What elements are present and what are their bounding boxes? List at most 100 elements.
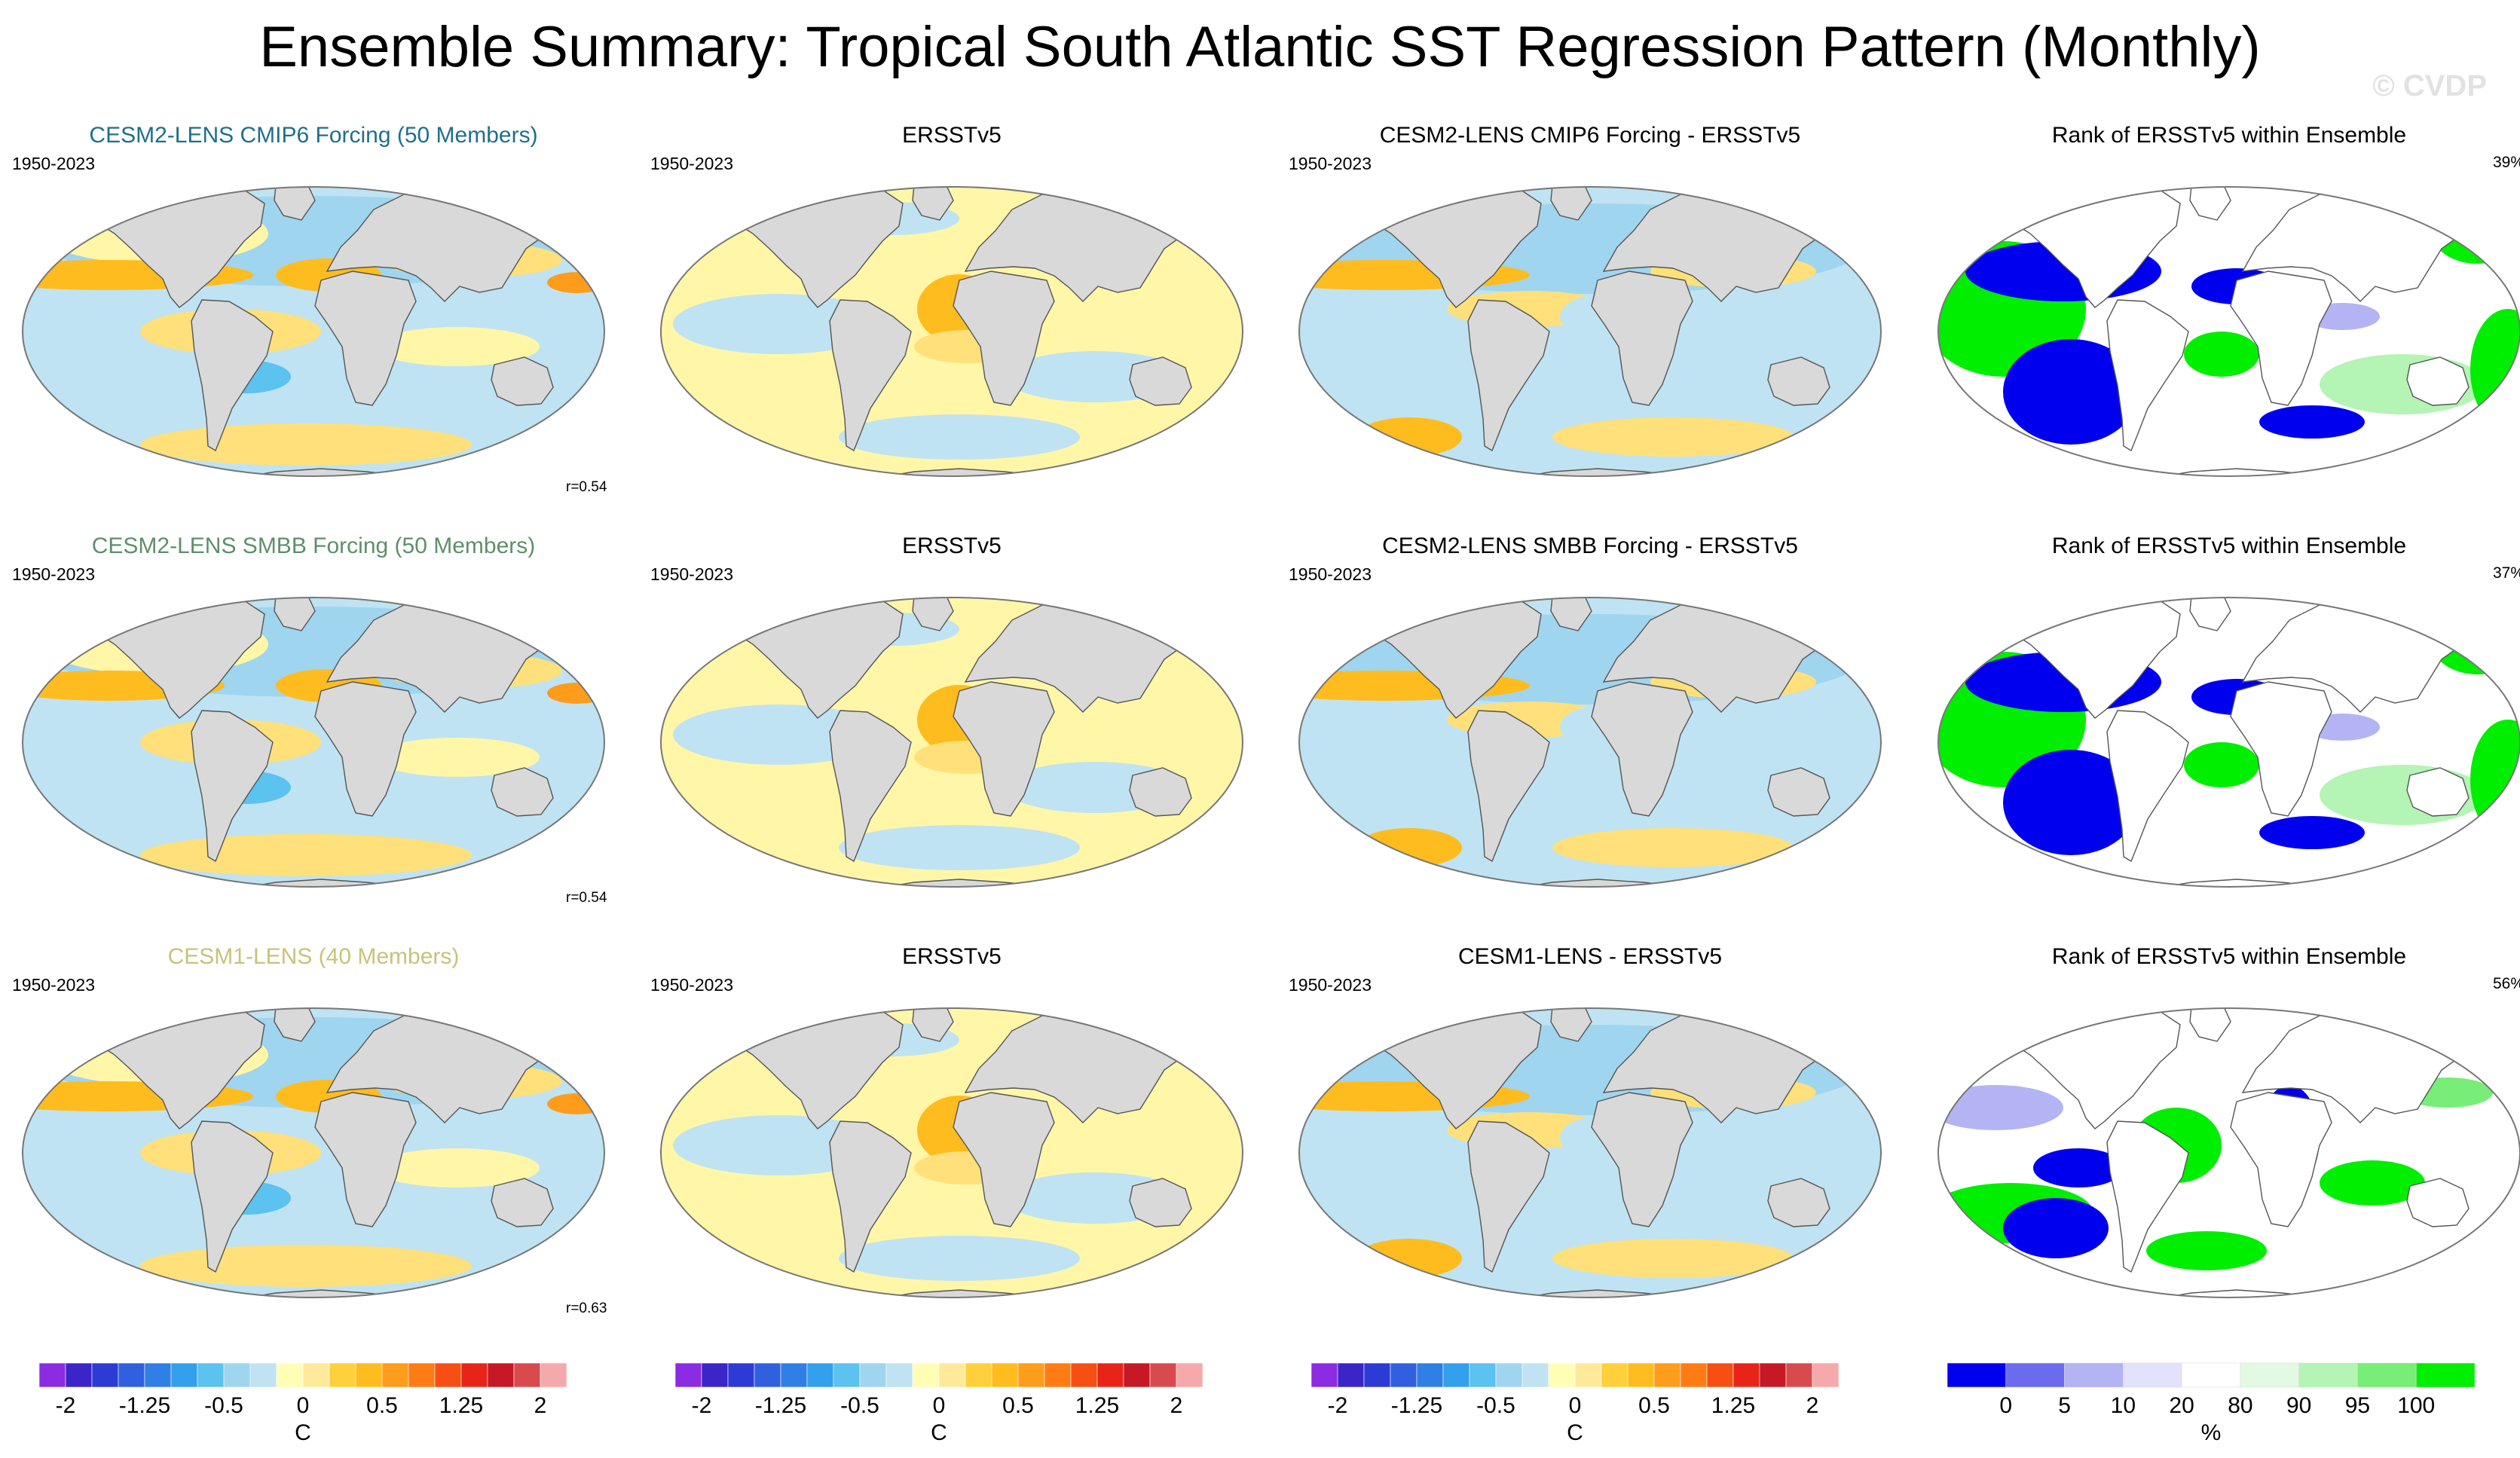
rank-percent-label: 39%: [2492, 154, 2520, 171]
anomaly-region: [2146, 1231, 2267, 1270]
land-australia: [1767, 356, 1830, 406]
period-label: 1950-2023: [1289, 975, 1372, 995]
colorbar-tick-label: 0.5: [1002, 1393, 1034, 1418]
colorbar-swatch: [1947, 1362, 2007, 1388]
land-africa: [314, 681, 417, 817]
period-label: 1950-2023: [1289, 564, 1372, 584]
colorbar-swatch: [1017, 1362, 1045, 1388]
anomaly-region: [374, 738, 540, 777]
colorbar-swatch: [727, 1362, 755, 1388]
anomaly-region: [1938, 1085, 2063, 1130]
anomaly-region: [1326, 777, 1507, 828]
land-africa: [2230, 681, 2332, 817]
colorbar-swatch: [1310, 1362, 1338, 1388]
land-africa: [2230, 1092, 2332, 1227]
period-label: 1950-2023: [12, 564, 95, 584]
map-border: [660, 1007, 1243, 1298]
colorbar-swatch: [754, 1362, 781, 1388]
anomaly-region: [839, 1236, 1080, 1281]
colorbar-swatch: [1469, 1362, 1497, 1388]
panel-title: ERSSTv5: [902, 533, 1002, 558]
panel-title: Rank of ERSSTv5 within Ensemble: [2051, 533, 2407, 558]
colorbar-unit-label: %: [2200, 1420, 2222, 1445]
land-south-america: [1467, 299, 1550, 452]
map-panel-r1-model: CESM2-LENS CMIP6 Forcing (50 Members) 195…: [5, 121, 622, 512]
colorbar-swatch: [197, 1362, 225, 1388]
colorbar-swatch: [1627, 1362, 1655, 1388]
colorbar-swatch: [1785, 1362, 1813, 1388]
colorbar-swatch: [144, 1362, 172, 1388]
colorbar-swatch: [1123, 1362, 1151, 1388]
sst-colorbar: -2 -1.25 -0.5 0 0.5 1.25 2 C: [1310, 1360, 1884, 1450]
land-greenland: [274, 598, 316, 631]
colorbar-swatch: [1495, 1362, 1523, 1388]
colorbar-tick-label: -1.25: [754, 1393, 807, 1418]
colorbar-swatch: [91, 1362, 119, 1388]
colorbar-swatch: [513, 1362, 541, 1388]
land-africa: [1591, 681, 1693, 817]
colorbar-tick-label: 1.25: [1711, 1393, 1756, 1418]
land-africa: [1591, 1092, 1693, 1227]
colorbar-swatch: [38, 1362, 66, 1388]
land-australia: [2406, 767, 2470, 817]
land-south-america: [191, 710, 274, 863]
colorbar-tick-label: 90: [2286, 1393, 2312, 1418]
colorbar-tick-label: 80: [2228, 1393, 2253, 1418]
anomaly-region: [2003, 750, 2139, 855]
land-antarctica: [2145, 468, 2328, 476]
pattern-correlation-label: r=0.63: [566, 1301, 607, 1316]
pattern-correlation-label: r=0.54: [566, 890, 607, 906]
colorbar-swatch: [302, 1362, 330, 1388]
colorbar-swatch: [2005, 1362, 2065, 1388]
land-antarctica: [868, 879, 1051, 887]
anomaly-region: [1552, 828, 1794, 867]
period-label: 1950-2023: [650, 975, 733, 995]
pattern-correlation-label: r=0.54: [566, 479, 607, 495]
colorbar-tick-label: 2: [534, 1393, 547, 1418]
period-label: 1950-2023: [650, 564, 733, 584]
anomaly-region: [839, 414, 1080, 460]
land-antarctica: [868, 1289, 1051, 1298]
colorbar-swatch: [1176, 1362, 1203, 1388]
colorbar-tick-label: 5: [2058, 1393, 2071, 1418]
land-antarctica: [1506, 468, 1689, 476]
colorbar-swatch: [381, 1362, 409, 1388]
panel-title: CESM2-LENS SMBB Forcing - ERSSTv5: [1382, 533, 1798, 558]
colorbar-swatch: [674, 1362, 702, 1388]
anomaly-region: [374, 1148, 540, 1187]
rank-percent-label: 56%: [2492, 975, 2520, 992]
anomaly-region: [547, 683, 604, 704]
land-antarctica: [868, 468, 1051, 476]
land-australia: [491, 356, 554, 406]
land-greenland: [912, 1008, 954, 1042]
anomaly-region: [140, 423, 472, 466]
colorbar-swatch: [2298, 1362, 2358, 1388]
sst-colorbar: -2 -1.25 -0.5 0 0.5 1.25 2 C: [674, 1360, 1248, 1450]
colorbar-swatch: [1442, 1362, 1470, 1388]
land-antarctica: [230, 468, 412, 476]
colorbar-swatch: [1390, 1362, 1418, 1388]
land-antarctica: [2145, 1289, 2328, 1298]
land-south-america: [1467, 710, 1550, 863]
colorbar-swatch: [1416, 1362, 1444, 1388]
colorbar-tick-label: 0.5: [1638, 1393, 1670, 1418]
colorbar-swatch: [170, 1362, 198, 1388]
land-australia: [1129, 1178, 1192, 1227]
map-panel-r3-obs: ERSSTv5 1950-2023: [643, 942, 1261, 1334]
colorbar-tick-label: 0: [1568, 1393, 1582, 1418]
land-greenland: [274, 1008, 316, 1042]
colorbar-tick-label: 0: [1999, 1393, 2013, 1418]
colorbar-swatch: [65, 1362, 93, 1388]
colorbar-swatch: [938, 1362, 966, 1388]
map-border: [1937, 597, 2520, 888]
figure-title: Ensemble Summary: Tropical South Atlanti…: [259, 15, 2261, 79]
period-label: 1950-2023: [12, 154, 95, 173]
panel-title: CESM2-LENS CMIP6 Forcing - ERSSTv5: [1379, 123, 1801, 148]
land-south-america: [191, 1120, 274, 1273]
anomaly-region: [1356, 1239, 1462, 1278]
colorbar-unit-label: C: [931, 1420, 947, 1445]
anomaly-region: [1938, 187, 2011, 249]
robinson-map: [1298, 597, 1882, 888]
colorbar-swatch: [1548, 1362, 1576, 1388]
panel-title: ERSSTv5: [902, 123, 1002, 148]
